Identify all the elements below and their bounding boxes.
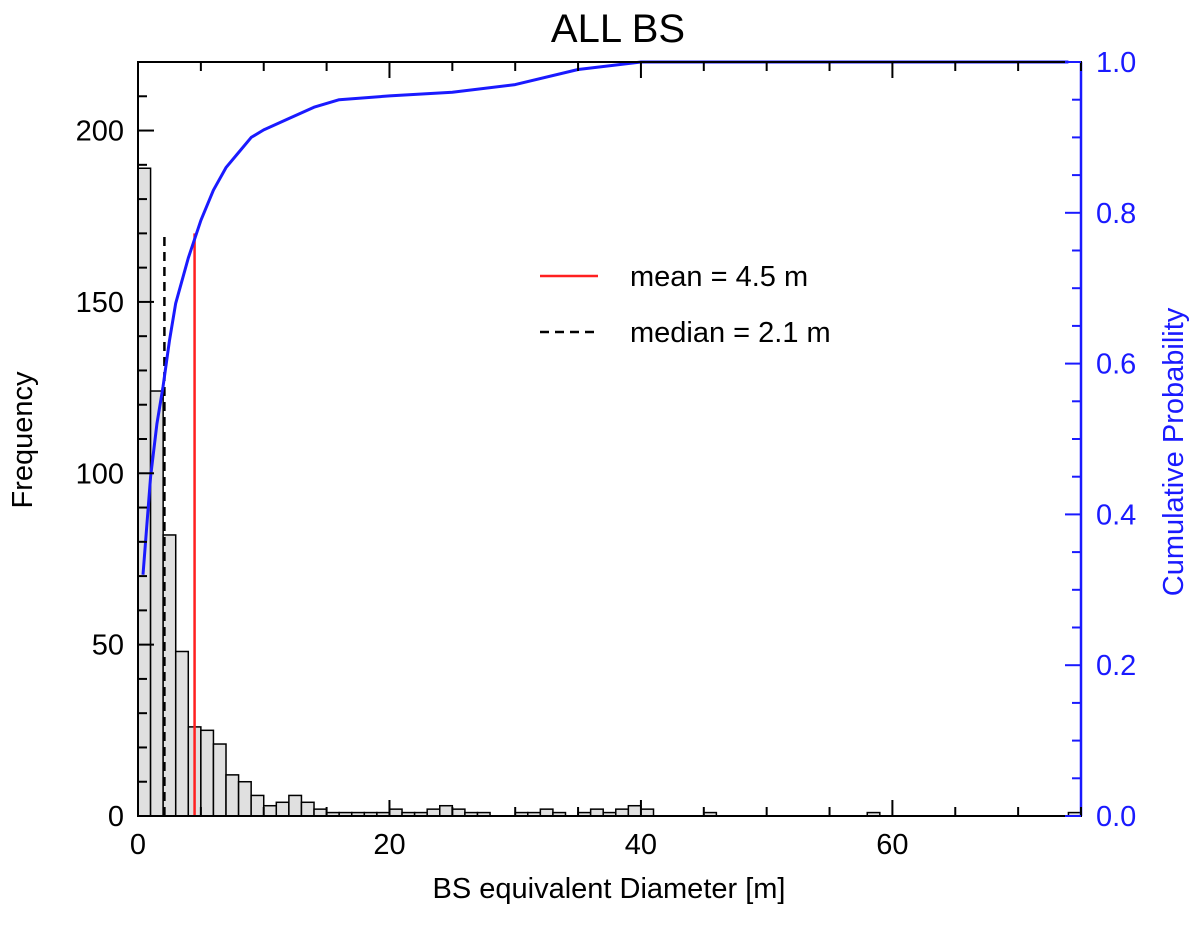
histogram-bar — [237, 780, 252, 817]
x-tick-label: 0 — [130, 829, 146, 861]
y-axis-ticks: 0 50 100 150 200 — [76, 61, 154, 833]
y2-tick-label: 0.0 — [1096, 801, 1136, 833]
histogram-bar — [439, 804, 454, 817]
histogram-bar — [300, 801, 315, 817]
y-tick-label: 0 — [108, 801, 124, 833]
y2-axis-ticks: 0.0 0.2 0.4 0.6 0.8 1.0 — [1065, 47, 1136, 833]
histogram-bar — [615, 808, 630, 817]
y2-tick-label: 0.2 — [1096, 650, 1136, 682]
y-axis-label: Frequency — [7, 371, 39, 509]
y-tick-label: 100 — [76, 458, 124, 490]
x-tick-label: 40 — [625, 829, 657, 861]
histogram-bar — [539, 808, 554, 817]
chart-title: ALL BS — [551, 7, 685, 51]
x-tick-label: 60 — [876, 829, 908, 861]
y2-tick-label: 0.8 — [1096, 198, 1136, 230]
y2-axis-label: Cumulative Probability — [1158, 307, 1190, 596]
histogram-bar — [451, 808, 466, 817]
y-tick-label: 150 — [76, 287, 124, 319]
histogram-bar — [200, 729, 215, 817]
y2-tick-label: 0.4 — [1096, 499, 1136, 531]
histogram-bar — [225, 774, 240, 817]
histogram-bar — [589, 808, 604, 817]
histogram-bar — [250, 794, 265, 817]
x-axis-label: BS equivalent Diameter [m] — [433, 873, 786, 905]
histogram-bar — [640, 808, 655, 817]
plot-frame — [137, 61, 1082, 817]
statistic-lines — [163, 233, 196, 816]
histogram-bar — [262, 804, 278, 817]
legend-label: median = 2.1 m — [630, 317, 831, 349]
histogram-bar — [426, 808, 441, 817]
histogram-bar — [212, 743, 227, 817]
legend-label: mean = 4.5 m — [630, 261, 808, 293]
cumulative-curve — [141, 60, 1069, 575]
cumulative-line — [141, 60, 1069, 575]
y-tick-label: 50 — [92, 630, 124, 662]
histogram-bar — [388, 808, 403, 817]
histogram-bars — [137, 167, 1082, 817]
x-tick-label: 20 — [373, 829, 405, 861]
histogram-bar — [288, 794, 303, 817]
y-tick-label: 200 — [76, 116, 124, 148]
y2-tick-label: 0.6 — [1096, 349, 1136, 381]
histogram-bar — [313, 808, 328, 817]
x-axis-ticks: 0 20 40 60 — [130, 62, 1082, 861]
legend: mean = 4.5 m median = 2.1 m — [540, 261, 831, 349]
histogram-bar — [174, 650, 190, 817]
histogram-bar — [275, 801, 290, 817]
histogram-bar — [627, 804, 642, 817]
y2-tick-label: 1.0 — [1096, 47, 1136, 79]
